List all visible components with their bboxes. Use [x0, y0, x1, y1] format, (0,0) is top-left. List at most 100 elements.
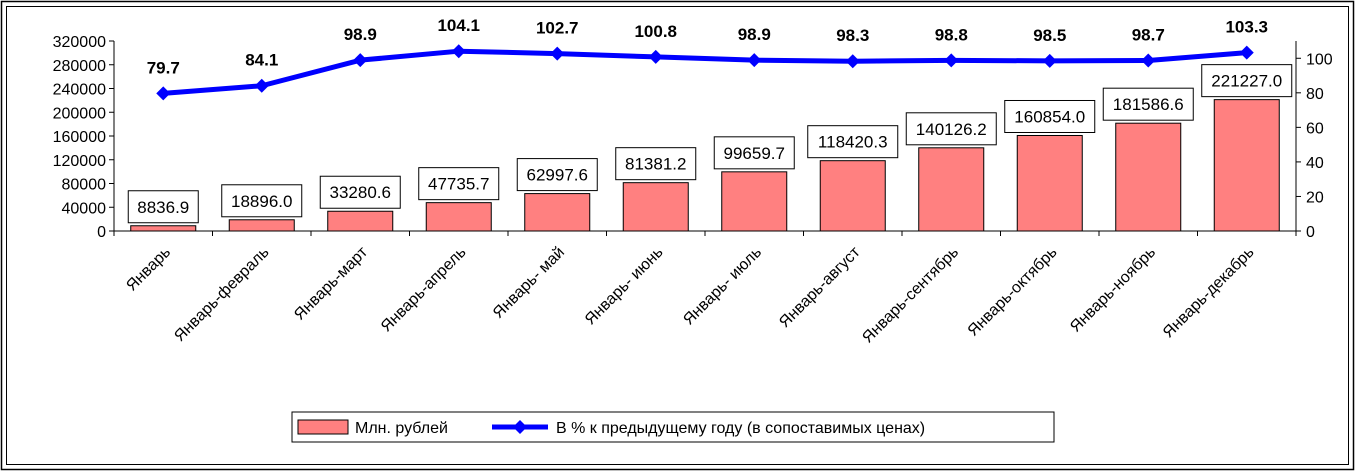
bar	[425, 202, 492, 232]
bar	[524, 193, 591, 232]
chart-inner-border	[6, 6, 1349, 465]
line-marker	[550, 46, 565, 61]
bar-value-label: 47735.7	[428, 175, 489, 194]
bar-value-label: 18896.0	[231, 192, 292, 211]
right-tick-label: 40	[1306, 155, 1324, 172]
line-value-label: 79.7	[147, 58, 180, 77]
bar-value-box	[615, 147, 697, 181]
line-value-label: 98.3	[836, 26, 869, 45]
left-tick-label: 120000	[53, 153, 106, 170]
line-value-label: 84.1	[245, 51, 278, 70]
bar-value-box	[713, 136, 795, 170]
bar-value-box	[418, 167, 500, 201]
legend-box	[291, 411, 1055, 443]
bar-value-box	[905, 112, 997, 146]
legend: Млн. рублей В % к предыдущему году (в со…	[291, 411, 1055, 443]
right-tick-label: 100	[1306, 51, 1333, 68]
bar-value-label: 99659.7	[724, 144, 785, 163]
category-label: Январь-октябрь	[965, 244, 1061, 340]
legend-line-label: В % к предыдущему году (в сопоставимых ц…	[556, 420, 925, 437]
category-label: Январь-декабрь	[1160, 244, 1258, 342]
category-label: Январь- июнь	[582, 244, 667, 329]
left-tick-label: 80000	[62, 177, 107, 194]
legend-bar-label: Млн. рублей	[355, 420, 448, 437]
line-marker	[353, 53, 368, 68]
category-label: Январь-февраль	[171, 244, 272, 345]
line-marker	[1141, 53, 1156, 68]
left-tick-label: 160000	[53, 129, 106, 146]
line-marker	[1239, 45, 1254, 60]
left-tick-label: 280000	[53, 58, 106, 75]
category-label: Январь-август	[776, 243, 864, 331]
line-value-label: 103.3	[1225, 18, 1268, 37]
bar-value-label: 62997.6	[527, 166, 588, 185]
bar	[327, 210, 394, 232]
bar-value-label: 33280.6	[330, 183, 391, 202]
bar-value-box	[516, 158, 598, 192]
line-value-label: 98.5	[1033, 26, 1066, 45]
bar-value-label: 221227.0	[1211, 72, 1282, 91]
bar-value-label: 8836.9	[137, 198, 189, 217]
line-value-label: 98.7	[1132, 26, 1165, 45]
data-labels: 79.7 84.1 98.9 104.1 102.7 100.8 98.9 98.3 98.8 9…	[127, 16, 1293, 224]
left-tick-label: 320000	[53, 34, 106, 51]
line-marker	[1042, 53, 1057, 68]
bar-value-box	[1102, 87, 1194, 121]
bar-value-label: 160854.0	[1014, 107, 1085, 126]
category-label: Январь-ноябрь	[1067, 244, 1159, 336]
left-tick-label: 200000	[53, 105, 106, 122]
bar-value-box	[1201, 64, 1293, 98]
category-label: Январь	[123, 244, 174, 295]
bar-value-label: 81381.2	[625, 155, 686, 174]
bar-value-label: 181586.6	[1113, 95, 1184, 114]
category-label: Январь-март	[291, 243, 371, 323]
bar	[1213, 99, 1280, 232]
line-value-label: 98.8	[935, 25, 968, 44]
left-tick-label: 40000	[62, 200, 107, 217]
category-label: Январь- июль	[680, 244, 765, 329]
bar-value-box	[807, 125, 899, 159]
left-tick-label: 240000	[53, 82, 106, 99]
bar	[1115, 122, 1182, 232]
bar-value-box	[221, 184, 303, 218]
right-tick-label: 80	[1306, 86, 1324, 103]
line-value-label: 98.9	[344, 25, 377, 44]
line-marker	[451, 44, 466, 59]
left-tick-label: 0	[97, 224, 106, 241]
bar-series	[130, 99, 1280, 232]
bar-value-box	[1004, 99, 1096, 133]
bar	[622, 182, 689, 232]
line-marker	[156, 86, 171, 101]
line-series	[156, 44, 1254, 101]
bar-value-box	[319, 175, 401, 209]
line-value-label: 104.1	[437, 16, 480, 35]
line-marker	[747, 53, 762, 68]
legend-bar-swatch	[297, 419, 349, 435]
bar-value-label: 140126.2	[916, 120, 987, 139]
line-marker	[254, 78, 269, 93]
category-label: Январь-апрель	[378, 244, 470, 336]
category-label: Январь-сентябрь	[859, 244, 962, 347]
bar	[819, 160, 886, 232]
right-tick-label: 60	[1306, 120, 1324, 137]
bar	[1016, 134, 1083, 232]
axes: 0 40000 80000 120000 160000 200000 240000 28000…	[53, 34, 1333, 241]
line-marker	[944, 53, 959, 68]
line-value-label: 102.7	[536, 19, 579, 38]
bar-value-label: 118420.3	[818, 133, 888, 152]
right-tick-label: 20	[1306, 189, 1324, 206]
line-value-label: 98.9	[738, 25, 771, 44]
line-marker	[648, 49, 663, 64]
bar	[130, 225, 197, 232]
bar	[721, 171, 788, 232]
line-path	[163, 48, 1247, 96]
right-tick-label: 0	[1306, 224, 1315, 241]
bar	[228, 219, 295, 232]
legend-line-marker	[513, 420, 527, 434]
line-marker	[845, 54, 860, 69]
bar	[918, 147, 985, 232]
category-label: Январь- май	[490, 244, 568, 322]
